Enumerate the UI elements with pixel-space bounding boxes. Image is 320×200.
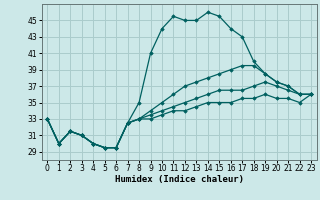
X-axis label: Humidex (Indice chaleur): Humidex (Indice chaleur) (115, 175, 244, 184)
